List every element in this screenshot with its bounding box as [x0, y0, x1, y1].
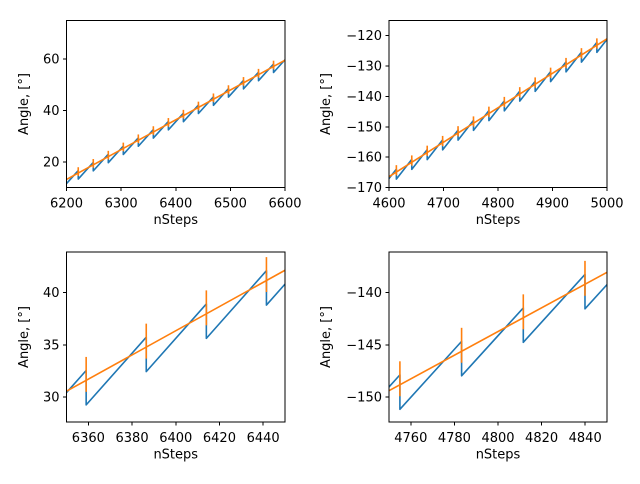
subplot-bottom-right: 4760 4780 4800 4820 4840 −150 −145 −140 nSteps An… [319, 251, 608, 463]
x-axis-label: nSteps [476, 213, 521, 228]
y-tick-label: −170 [346, 181, 382, 196]
y-tick-label: 30 [43, 390, 60, 405]
x-tick-label: 6420 [203, 431, 236, 446]
y-axis-label: Angle, [°] [319, 306, 334, 368]
measured-angle-sawtooth-line [65, 269, 286, 406]
y-axis-label: Angle, [°] [17, 73, 32, 135]
y-tick-label: −150 [346, 390, 382, 405]
x-axis-label: nSteps [476, 448, 521, 463]
y-tick-label: 60 [43, 53, 60, 68]
x-tick-label: 6400 [159, 431, 192, 446]
y-tick-label: 20 [43, 155, 60, 170]
linear-fit-line [388, 38, 608, 178]
axes-frame [66, 20, 286, 188]
x-tick-label: 4800 [481, 431, 514, 446]
y-tick-label: −160 [346, 151, 382, 166]
measured-angle-sawtooth-line [65, 59, 286, 185]
x-tick-label: 5000 [590, 197, 623, 212]
y-axis-label: Angle, [°] [319, 73, 334, 135]
measured-angle-sawtooth-line [388, 38, 608, 180]
y-axis-label: Angle, [°] [17, 306, 32, 368]
linear-fit-line [66, 59, 286, 181]
linear-fit-line [66, 269, 286, 392]
x-tick-label: 6600 [268, 197, 301, 212]
x-tick-label: 4900 [536, 197, 569, 212]
x-tick-label: 6500 [214, 197, 247, 212]
y-tick-label: −140 [346, 286, 382, 301]
subplot-bottom-left: 6360 6380 6400 6420 6440 30 35 40 nSteps Angle, [… [17, 251, 286, 463]
x-axis-label: nSteps [153, 213, 198, 228]
linear-fit-line [388, 271, 608, 392]
x-tick-label: 4840 [569, 431, 602, 446]
x-tick-label: 4800 [481, 197, 514, 212]
x-tick-label: 4700 [427, 197, 460, 212]
x-tick-label: 6200 [50, 197, 83, 212]
measured-angle-sawtooth-line [388, 273, 608, 411]
axes-frame [388, 20, 608, 188]
y-tick-label: −130 [346, 60, 382, 75]
y-tick-label: −145 [346, 338, 382, 353]
y-tick-label: −120 [346, 29, 382, 44]
subplot-top-right: 4600 4700 4800 4900 5000 −170 −160 −150 −140 −130… [319, 20, 624, 228]
x-axis-label: nSteps [153, 448, 198, 463]
y-tick-label: 35 [43, 338, 60, 353]
x-tick-label: 6400 [159, 197, 192, 212]
x-tick-label: 6360 [72, 431, 105, 446]
axes-frame [66, 251, 286, 423]
x-tick-label: 6300 [105, 197, 138, 212]
axes-frame [388, 251, 608, 423]
x-tick-label: 6440 [247, 431, 280, 446]
y-tick-label: 40 [43, 104, 60, 119]
x-tick-label: 4760 [394, 431, 427, 446]
y-tick-label: −150 [346, 120, 382, 135]
y-tick-label: 40 [43, 286, 60, 301]
x-tick-label: 4780 [438, 431, 471, 446]
x-tick-label: 4600 [372, 197, 405, 212]
x-tick-label: 6380 [116, 431, 149, 446]
x-tick-label: 4820 [525, 431, 558, 446]
y-tick-label: −140 [346, 90, 382, 105]
subplot-top-left: 6200 6300 6400 6500 6600 20 40 60 nSteps Angle, [… [17, 20, 302, 228]
